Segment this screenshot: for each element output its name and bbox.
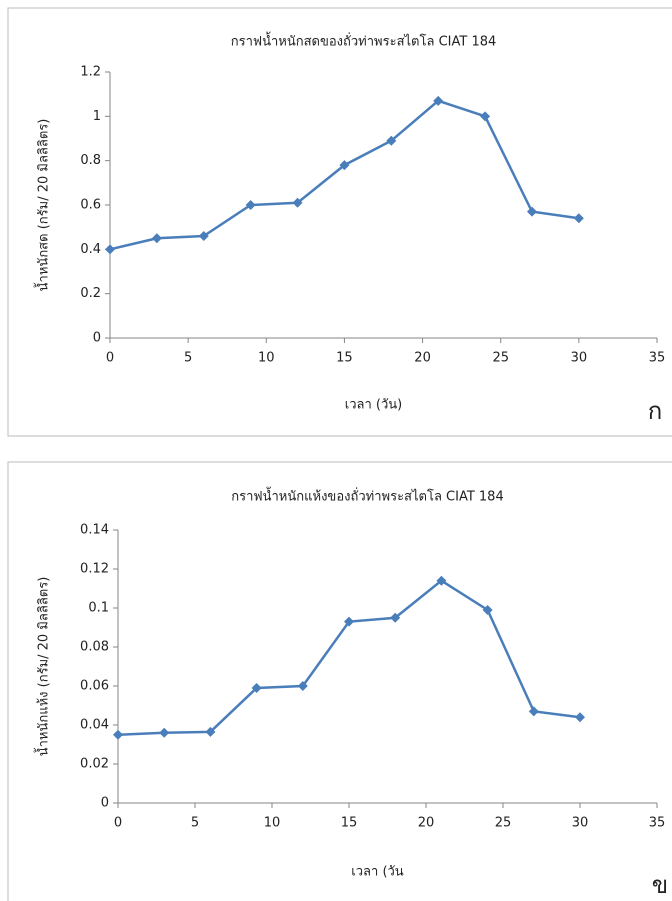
- y-tick-label: 1.2: [80, 65, 101, 80]
- data-point: [482, 604, 493, 615]
- x-axis-label: เวลา (วัน: [351, 865, 404, 880]
- data-point: [526, 206, 537, 217]
- data-point: [198, 231, 209, 242]
- data-point: [159, 727, 170, 738]
- data-point: [245, 200, 256, 210]
- data-point: [480, 111, 491, 122]
- y-tick-label: 0.06: [80, 679, 109, 694]
- x-axis-label: เวลา (วัน): [345, 398, 402, 413]
- x-tick-label: 35: [649, 351, 666, 366]
- x-tick-label: 35: [649, 816, 666, 831]
- data-point: [573, 213, 584, 224]
- y-tick-label: 0.1: [88, 601, 109, 616]
- y-tick-label: 0: [93, 331, 101, 346]
- data-point: [297, 681, 308, 691]
- y-tick-label: 1: [93, 109, 101, 124]
- data-point: [292, 197, 303, 208]
- x-tick-label: 25: [492, 351, 509, 366]
- y-tick-label: 0: [101, 796, 109, 811]
- x-tick-label: 20: [414, 351, 431, 366]
- data-point: [575, 712, 585, 723]
- data-point: [433, 95, 444, 106]
- x-tick-label: 0: [114, 816, 122, 831]
- data-point: [528, 706, 539, 717]
- data-point: [339, 160, 350, 171]
- x-tick-label: 10: [258, 351, 275, 366]
- x-tick-label: 5: [191, 816, 199, 831]
- x-tick-label: 20: [418, 816, 435, 831]
- y-tick-label: 0.2: [80, 286, 101, 301]
- x-tick-label: 15: [341, 816, 358, 831]
- data-point: [344, 616, 354, 627]
- data-point: [251, 682, 262, 693]
- chart-frame: [7, 461, 672, 901]
- y-tick-label: 0.8: [80, 153, 101, 168]
- x-tick-label: 0: [106, 351, 114, 366]
- y-tick-label: 0.12: [80, 562, 109, 577]
- y-tick-label: 0.08: [80, 640, 109, 655]
- data-point: [113, 729, 123, 740]
- x-tick-label: 15: [336, 351, 353, 366]
- y-tick-label: 0.6: [80, 198, 101, 213]
- panel-label: ข: [652, 871, 668, 899]
- y-tick-label: 0.4: [80, 242, 101, 257]
- data-point: [105, 244, 115, 255]
- x-tick-label: 10: [264, 816, 281, 831]
- x-tick-label: 25: [495, 816, 512, 831]
- y-tick-label: 0.04: [80, 718, 109, 733]
- x-tick-label: 30: [572, 816, 589, 831]
- panel-label: ก: [648, 397, 663, 425]
- y-tick-label: 0.02: [80, 757, 109, 772]
- chart-title: กราฟน้ำหนักสดของถั่วท่าพระสไตโล CIAT 184: [231, 32, 497, 50]
- chart-title: กราฟน้ำหนักแห้งของถั่วท่าพระสไตโล CIAT 1…: [231, 487, 503, 505]
- y-tick-label: 0.14: [80, 523, 109, 538]
- x-tick-label: 5: [184, 351, 192, 366]
- data-point: [151, 233, 162, 244]
- y-axis-label: น้ำหนักแห้ง (กรัม/ 20 มิลลิลิตร): [34, 577, 52, 757]
- x-tick-label: 30: [571, 351, 588, 366]
- chart-frame: [7, 7, 672, 437]
- data-point: [205, 726, 216, 737]
- data-point: [436, 575, 447, 586]
- y-axis-label: น้ำหนักสด (กรัม/ 20 มิลลิลิตร): [34, 119, 52, 292]
- data-point: [390, 612, 401, 623]
- data-point: [386, 135, 397, 146]
